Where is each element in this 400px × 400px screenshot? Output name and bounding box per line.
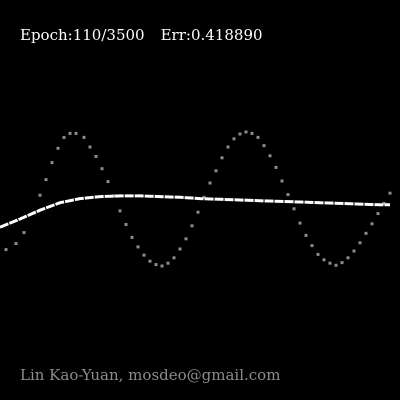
target-point (250, 131, 254, 135)
target-points-layer (4, 130, 392, 268)
target-point (214, 169, 218, 173)
epoch-total: 3500 (106, 26, 145, 44)
error-value: 0.418890 (190, 26, 263, 44)
target-point (100, 167, 104, 171)
target-point (172, 256, 176, 260)
target-point (304, 233, 308, 237)
target-point (388, 191, 392, 195)
target-point (364, 231, 368, 235)
target-point (370, 222, 374, 226)
target-point (74, 131, 78, 135)
target-point (130, 235, 134, 239)
target-point (82, 135, 86, 139)
target-point (238, 132, 242, 136)
target-point (112, 194, 116, 198)
target-point (208, 181, 212, 185)
target-point (346, 256, 350, 260)
error-label: Err: (160, 26, 191, 44)
target-point (118, 209, 122, 213)
target-point (310, 244, 314, 248)
target-point (142, 253, 146, 257)
target-point (148, 259, 152, 263)
epoch-separator: / (101, 26, 107, 44)
target-point (124, 223, 128, 226)
target-point (4, 248, 8, 252)
target-point (68, 131, 72, 135)
target-point (262, 144, 266, 148)
target-point (184, 237, 188, 241)
target-point (106, 180, 110, 184)
target-point (352, 249, 356, 253)
target-point (328, 261, 332, 265)
epoch-label: Epoch: (20, 26, 73, 44)
target-point (298, 221, 302, 225)
target-point (178, 247, 182, 251)
prediction-curve-layer (0, 194, 390, 229)
target-point (196, 210, 200, 214)
target-point (256, 135, 260, 139)
target-point (136, 245, 140, 249)
target-point (268, 154, 272, 158)
training-status-line: Epoch:110/3500 Err:0.418890 (20, 26, 263, 44)
target-point (280, 179, 284, 183)
target-point (94, 155, 98, 158)
target-point (38, 193, 42, 197)
target-point (232, 137, 236, 141)
target-point (14, 242, 18, 245)
target-point (226, 145, 230, 149)
target-point (62, 135, 66, 139)
target-point (358, 241, 362, 245)
target-point (220, 156, 224, 160)
target-point (154, 263, 158, 267)
target-point (50, 161, 54, 165)
target-point (88, 145, 92, 149)
target-point (22, 231, 26, 235)
target-point (190, 224, 194, 228)
target-point (56, 146, 60, 150)
target-point (202, 195, 206, 199)
target-point (376, 212, 380, 216)
target-point (44, 178, 48, 182)
target-point (334, 263, 338, 267)
target-point (274, 165, 278, 169)
target-point (286, 193, 290, 197)
target-point (166, 261, 170, 265)
target-point (382, 201, 386, 205)
author-credit: Lin Kao-Yuan, mosdeo@gmail.com (20, 366, 281, 384)
target-point (340, 261, 344, 265)
target-point (322, 258, 326, 262)
target-point (160, 264, 164, 268)
prediction-curve (0, 194, 390, 229)
target-point (292, 207, 296, 211)
target-point (316, 252, 320, 256)
target-point (244, 130, 248, 134)
epoch-current: 110 (72, 26, 102, 44)
